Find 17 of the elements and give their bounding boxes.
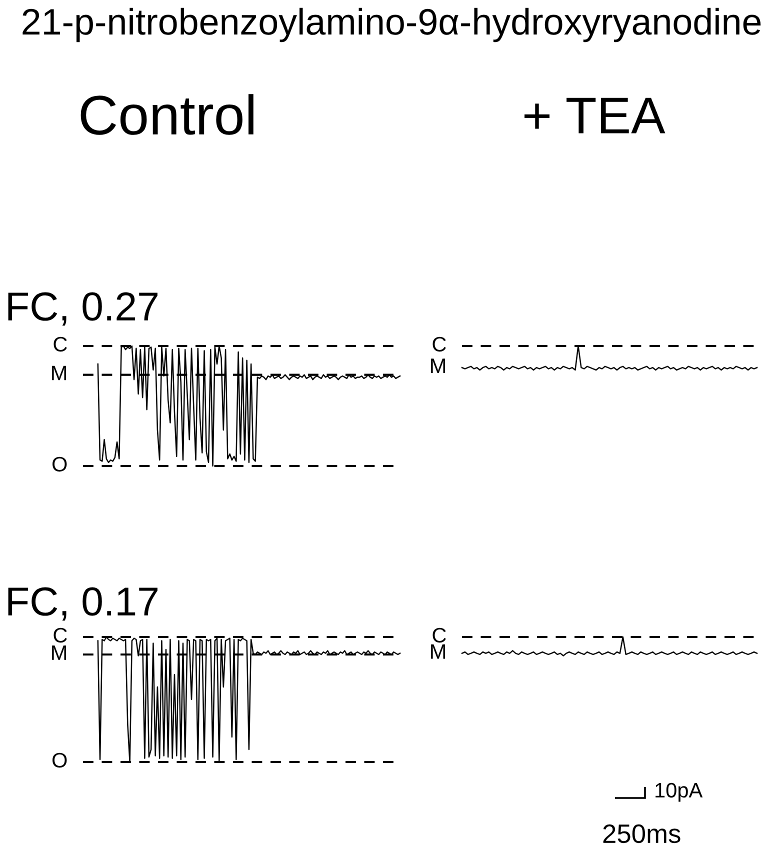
text: M [431,644,446,659]
chart-subtitle: Control [80,94,254,135]
ref-line-label: C [54,628,67,643]
ref-line-label: O [52,456,67,472]
ref-line-label: O [52,752,67,768]
ref-line-label: C [432,628,446,643]
text: FC, 0.17 [8,587,158,621]
ref-line-label: C [432,336,446,352]
text: 250ms [603,824,680,844]
ref-line-label: M [52,646,66,660]
text: M [431,358,446,373]
ref-line-label: C [54,336,67,352]
ref-line-label: M [52,366,66,380]
chart-subtitle: + TEA [524,98,666,134]
text: FC, 0.27 [8,292,158,326]
chart-title: 21-p-nitrobenzoylamino-9α-hydroxyryanodine [22,8,761,42]
text: 10pA [656,782,703,802]
